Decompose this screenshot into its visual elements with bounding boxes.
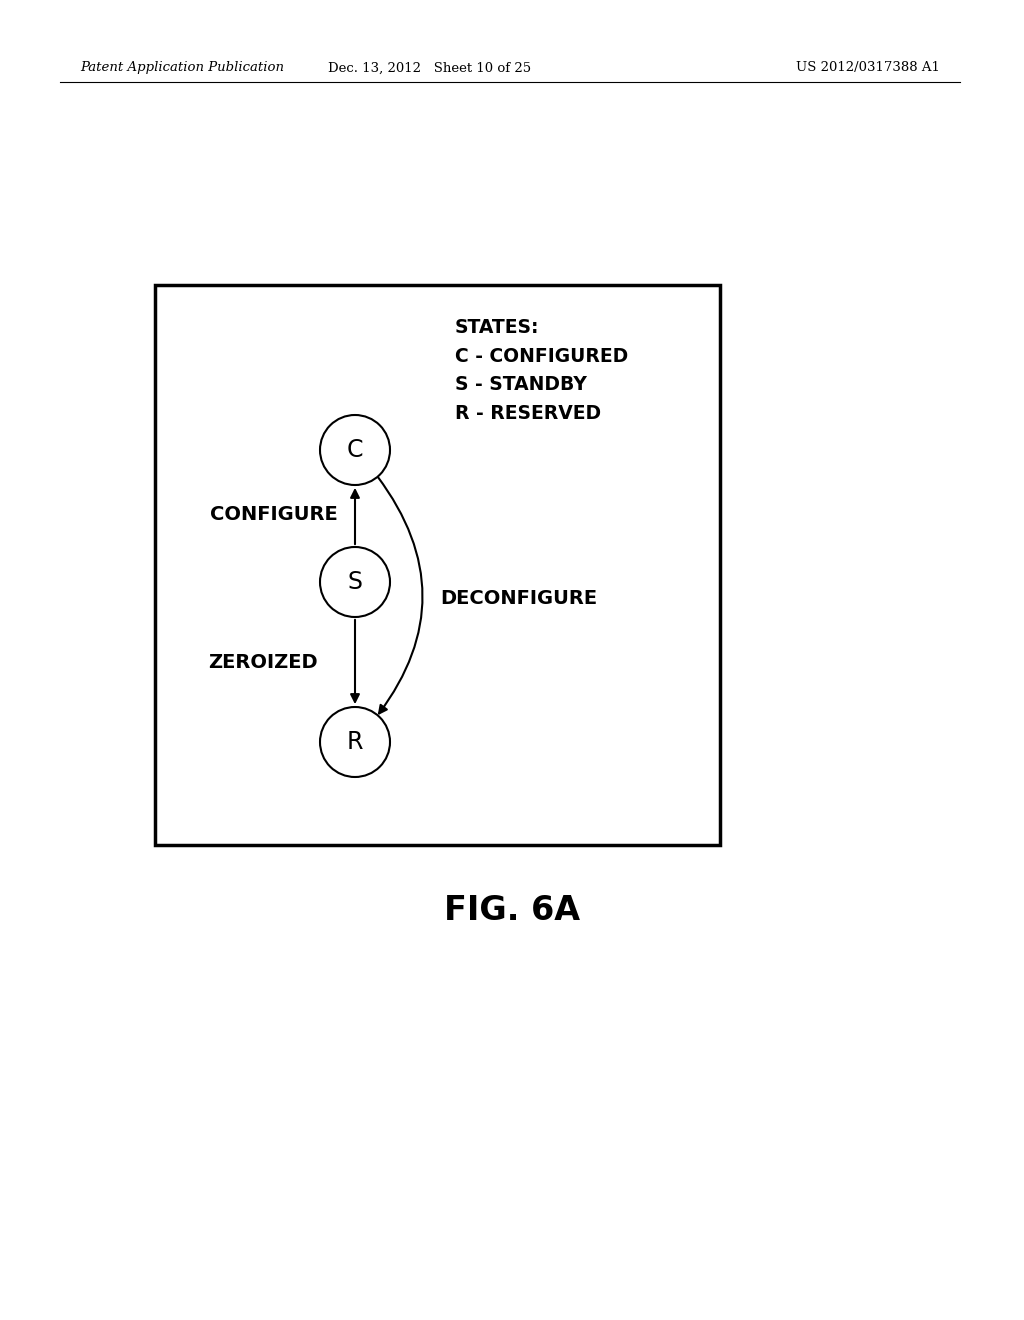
Text: CONFIGURE: CONFIGURE xyxy=(210,506,338,524)
Text: US 2012/0317388 A1: US 2012/0317388 A1 xyxy=(796,62,940,74)
Text: STATES:
C - CONFIGURED
S - STANDBY
R - RESERVED: STATES: C - CONFIGURED S - STANDBY R - R… xyxy=(455,318,629,424)
Circle shape xyxy=(319,414,390,484)
Text: FIG. 6A: FIG. 6A xyxy=(444,894,580,927)
Circle shape xyxy=(319,546,390,616)
Text: C: C xyxy=(347,438,364,462)
Text: R: R xyxy=(347,730,364,754)
Text: Patent Application Publication: Patent Application Publication xyxy=(80,62,284,74)
Text: Dec. 13, 2012   Sheet 10 of 25: Dec. 13, 2012 Sheet 10 of 25 xyxy=(329,62,531,74)
Text: S: S xyxy=(347,570,362,594)
Circle shape xyxy=(319,708,390,777)
Text: ZEROIZED: ZEROIZED xyxy=(208,652,317,672)
Bar xyxy=(155,285,720,845)
Text: DECONFIGURE: DECONFIGURE xyxy=(440,589,597,607)
